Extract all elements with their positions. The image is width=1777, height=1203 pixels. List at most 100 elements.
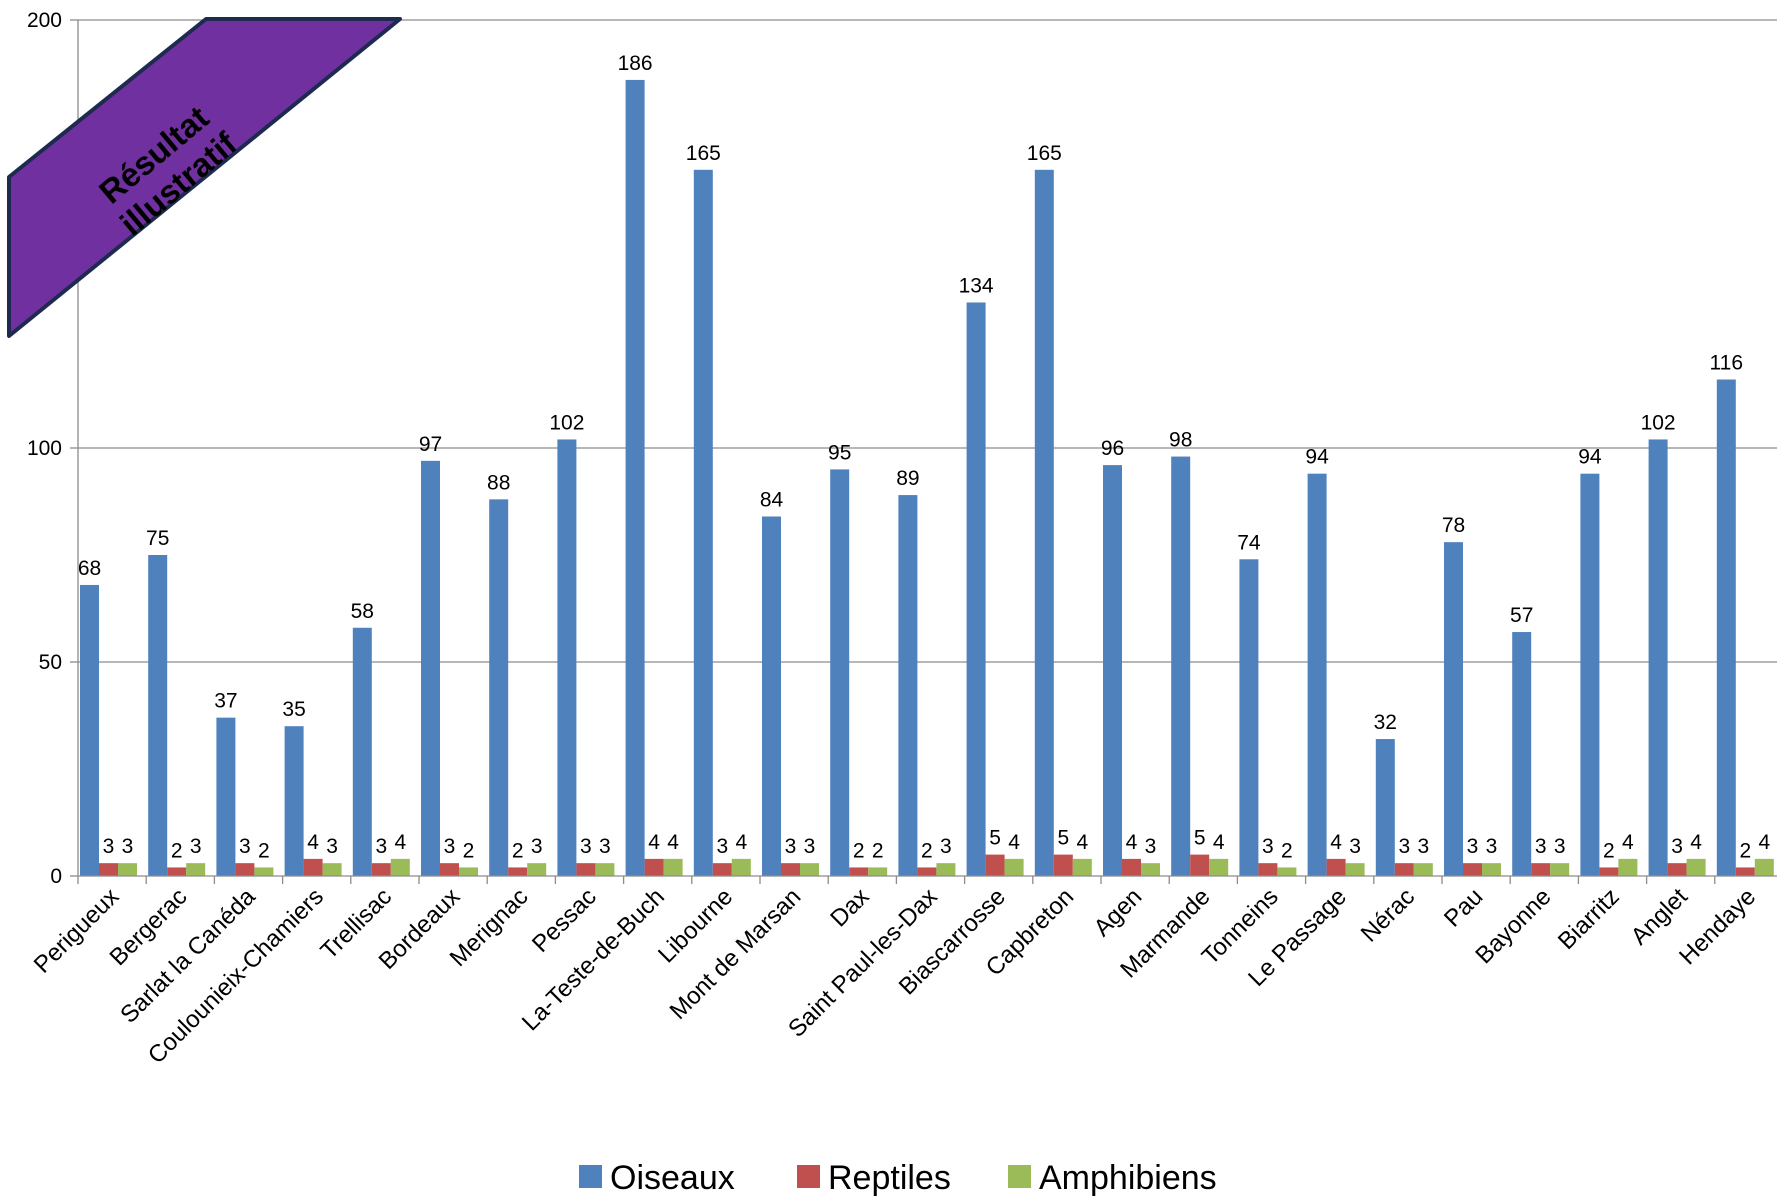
data-label: 3 — [940, 835, 952, 858]
data-label: 68 — [78, 557, 101, 580]
bar-amphibiens — [663, 858, 683, 876]
bar-reptiles — [303, 858, 323, 876]
bar-reptiles — [644, 858, 664, 876]
bar-amphibiens — [1686, 858, 1706, 876]
data-label: 97 — [419, 433, 442, 456]
data-label: 4 — [667, 831, 679, 854]
bar-reptiles — [712, 863, 732, 876]
bar-oiseaux — [284, 726, 304, 876]
data-label: 4 — [1126, 831, 1138, 854]
bar-oiseaux — [1512, 632, 1532, 876]
bar-amphibiens — [868, 867, 888, 876]
bar-amphibiens — [731, 858, 751, 876]
data-label: 3 — [716, 835, 728, 858]
banner-shape — [7, 17, 402, 338]
data-label: 3 — [190, 835, 202, 858]
bar-reptiles — [440, 863, 459, 876]
data-label: 94 — [1305, 446, 1329, 469]
data-label: 98 — [1169, 429, 1192, 452]
x-tick-label: Pau — [1439, 883, 1488, 932]
data-label: 84 — [760, 488, 784, 511]
x-tick-label: Nérac — [1356, 883, 1420, 947]
bar-oiseaux — [1580, 473, 1600, 876]
bar-oiseaux — [1375, 739, 1395, 876]
bar-reptiles — [1053, 854, 1073, 876]
data-label: 2 — [463, 839, 475, 862]
data-label: 4 — [1330, 831, 1342, 854]
bar-oiseaux — [557, 439, 577, 876]
bar-amphibiens — [527, 863, 547, 876]
bar-reptiles — [167, 867, 187, 876]
bar-oiseaux — [1648, 439, 1668, 876]
bar-amphibiens — [800, 863, 819, 876]
bar-reptiles — [1599, 867, 1619, 876]
bar-reptiles — [1190, 854, 1210, 876]
bar-amphibiens — [118, 863, 137, 876]
data-label: 3 — [239, 835, 251, 858]
bar-reptiles — [985, 854, 1005, 876]
bar-reptiles — [1258, 863, 1278, 876]
bar-reptiles — [1122, 858, 1141, 876]
bar-oiseaux — [1239, 559, 1259, 876]
data-label: 186 — [618, 52, 653, 75]
bar-reptiles — [508, 867, 528, 876]
data-label: 37 — [214, 690, 237, 713]
legend-swatch-oiseaux — [579, 1165, 602, 1188]
bar-amphibiens — [1209, 858, 1229, 876]
data-label: 4 — [735, 831, 747, 854]
y-tick-label: 200 — [27, 9, 62, 32]
bar-amphibiens — [1413, 863, 1433, 876]
bar-amphibiens — [1072, 858, 1092, 876]
bar-amphibiens — [1550, 863, 1570, 876]
y-tick-label: 100 — [27, 437, 62, 460]
data-label: 96 — [1101, 437, 1124, 460]
bar-oiseaux — [489, 499, 509, 876]
bar-reptiles — [1463, 863, 1482, 876]
data-label: 88 — [487, 471, 510, 494]
bar-oiseaux — [898, 495, 918, 876]
data-label: 3 — [1145, 835, 1157, 858]
bar-oiseaux — [1444, 542, 1463, 876]
bar-amphibiens — [322, 863, 342, 876]
data-label: 2 — [853, 839, 865, 862]
gridlines — [78, 19, 1777, 663]
data-label: 75 — [146, 527, 169, 550]
bar-reptiles — [917, 867, 937, 876]
x-tick-label: Anglet — [1626, 883, 1693, 950]
bar-reptiles — [1531, 863, 1551, 876]
data-label: 74 — [1237, 531, 1261, 554]
bar-amphibiens — [254, 867, 274, 876]
bar-oiseaux — [352, 627, 372, 876]
bar-amphibiens — [1004, 858, 1024, 876]
data-label: 58 — [351, 600, 374, 623]
data-label: 89 — [896, 467, 919, 490]
data-label: 4 — [1690, 831, 1702, 854]
data-label: 3 — [103, 835, 115, 858]
bar-reptiles — [371, 863, 391, 876]
data-label: 94 — [1578, 446, 1602, 469]
data-label: 3 — [1349, 835, 1361, 858]
bar-reptiles — [1326, 858, 1346, 876]
data-label: 3 — [599, 835, 611, 858]
data-label: 3 — [444, 835, 456, 858]
bar-amphibiens — [1618, 858, 1638, 876]
data-label: 4 — [1622, 831, 1634, 854]
bar-reptiles — [1667, 863, 1687, 876]
data-label: 2 — [921, 839, 933, 862]
data-label: 2 — [258, 839, 270, 862]
bar-reptiles — [576, 863, 596, 876]
data-label: 5 — [1057, 827, 1069, 850]
data-label: 116 — [1710, 352, 1743, 375]
bar-oiseaux — [80, 584, 99, 876]
data-label: 4 — [1076, 831, 1088, 854]
data-label: 3 — [804, 835, 816, 858]
data-label: 57 — [1510, 604, 1533, 627]
data-label: 78 — [1442, 514, 1465, 537]
data-label: 165 — [686, 142, 721, 165]
data-label: 4 — [1008, 831, 1020, 854]
bar-amphibiens — [1754, 858, 1774, 876]
bar-oiseaux — [148, 555, 168, 876]
bar-amphibiens — [1482, 863, 1501, 876]
bar-oiseaux — [693, 169, 713, 877]
